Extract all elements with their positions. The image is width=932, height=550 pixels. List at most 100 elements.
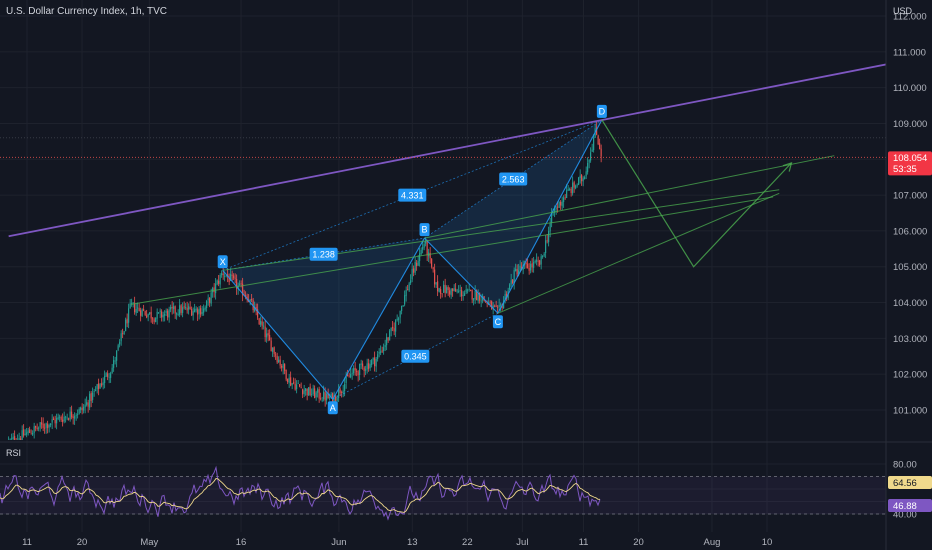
candle-body <box>336 397 338 401</box>
candle-body <box>497 306 499 308</box>
rsi-plot[interactable] <box>0 465 886 521</box>
candle-body <box>347 374 349 377</box>
candle-body <box>531 263 533 268</box>
candle-body <box>510 280 512 285</box>
candle-body <box>323 391 325 400</box>
candle-body <box>137 307 139 309</box>
projection-path[interactable] <box>601 119 792 268</box>
candle-body <box>140 310 142 316</box>
candle-body <box>107 373 109 377</box>
projection-line[interactable] <box>424 155 835 239</box>
candle-body <box>596 127 598 135</box>
candle-body <box>162 314 164 318</box>
candle-body <box>480 300 482 302</box>
candle-body <box>206 301 208 309</box>
candle-body <box>111 367 113 374</box>
rsi-label[interactable]: RSI <box>6 448 22 458</box>
candle-body <box>407 289 409 291</box>
candle-body <box>404 295 406 305</box>
candle-body <box>381 350 383 352</box>
candle-body <box>431 258 433 267</box>
candle-body <box>132 302 134 304</box>
candle-body <box>378 351 380 354</box>
price-plot[interactable]: 1.238 0.345 4.331 2.563 X A B C D <box>0 63 895 450</box>
candle-body <box>419 253 421 261</box>
ratio-box <box>398 188 427 202</box>
candle-body <box>125 319 127 332</box>
candle-body <box>245 295 247 297</box>
candle-body <box>236 278 238 289</box>
candle-body <box>185 306 187 309</box>
candle-body <box>311 393 313 395</box>
candle-body <box>11 438 13 440</box>
price-tick-label: 104.000 <box>893 298 927 309</box>
candle-body <box>471 290 473 300</box>
candle-body <box>579 175 581 179</box>
candle-body <box>126 318 128 324</box>
candle-body <box>267 333 269 336</box>
candle-body <box>105 373 107 377</box>
candle-body <box>291 382 293 386</box>
candle-body <box>489 301 491 303</box>
candle-body <box>60 416 62 420</box>
rsi-axis[interactable]: 40.00 80.00 <box>893 460 917 521</box>
candle-body <box>213 287 215 293</box>
candle-body <box>504 294 506 301</box>
candle-body <box>432 267 434 270</box>
trend-line[interactable] <box>8 63 896 238</box>
candle-body <box>225 275 227 277</box>
price-tick-label: 111.000 <box>893 47 926 58</box>
candle-body <box>74 416 76 419</box>
point-label-X: X <box>220 257 226 267</box>
candle-body <box>182 307 184 313</box>
candle-body <box>282 363 284 369</box>
candle-body <box>93 391 95 392</box>
candle-body <box>239 283 241 285</box>
candle-body <box>383 347 385 352</box>
candle-body <box>539 260 541 265</box>
candle-body <box>233 275 235 279</box>
candle-body <box>470 289 472 291</box>
candle-body <box>207 298 209 301</box>
candle-body <box>458 291 460 292</box>
candle-body <box>159 310 161 312</box>
candle-body <box>593 137 595 151</box>
candle-body <box>270 340 272 352</box>
candle-body <box>341 391 343 393</box>
candle-body <box>317 389 319 393</box>
candle-body <box>92 392 94 400</box>
time-axis[interactable]: 11 20 May 16 Jun 13 22 Jul 11 20 Aug 10 <box>22 537 772 548</box>
candle-body <box>191 309 193 316</box>
candle-body <box>149 312 151 315</box>
candle-body <box>134 303 136 313</box>
candle-body <box>197 309 199 315</box>
candle-body <box>450 288 452 296</box>
candle-body <box>309 386 311 395</box>
candle-body <box>146 315 148 318</box>
candle-body <box>260 321 262 325</box>
candle-body <box>155 317 157 323</box>
candle-body <box>194 309 196 313</box>
candle-body <box>396 318 398 320</box>
candle-body <box>48 425 50 428</box>
ratio-label-r_ac: 0.345 <box>404 352 427 362</box>
candle-body <box>513 270 515 284</box>
candle-body <box>27 430 29 433</box>
currency-label: USD <box>893 6 913 16</box>
candle-body <box>575 185 577 189</box>
price-tick-label: 102.000 <box>893 370 927 381</box>
time-tick-label: 16 <box>236 537 247 548</box>
candle-body <box>249 299 251 302</box>
candle-body <box>521 266 523 269</box>
candle-body <box>566 190 568 199</box>
candle-body <box>350 374 352 378</box>
projection-line[interactable] <box>130 196 774 305</box>
projection-line[interactable] <box>497 192 780 314</box>
candle-body <box>365 369 367 371</box>
candle-body <box>108 376 110 378</box>
candle-body <box>276 355 278 363</box>
candle-body <box>534 261 536 263</box>
chart-title[interactable]: U.S. Dollar Currency Index, 1h, TVC <box>6 6 167 17</box>
candle-body <box>129 303 131 309</box>
